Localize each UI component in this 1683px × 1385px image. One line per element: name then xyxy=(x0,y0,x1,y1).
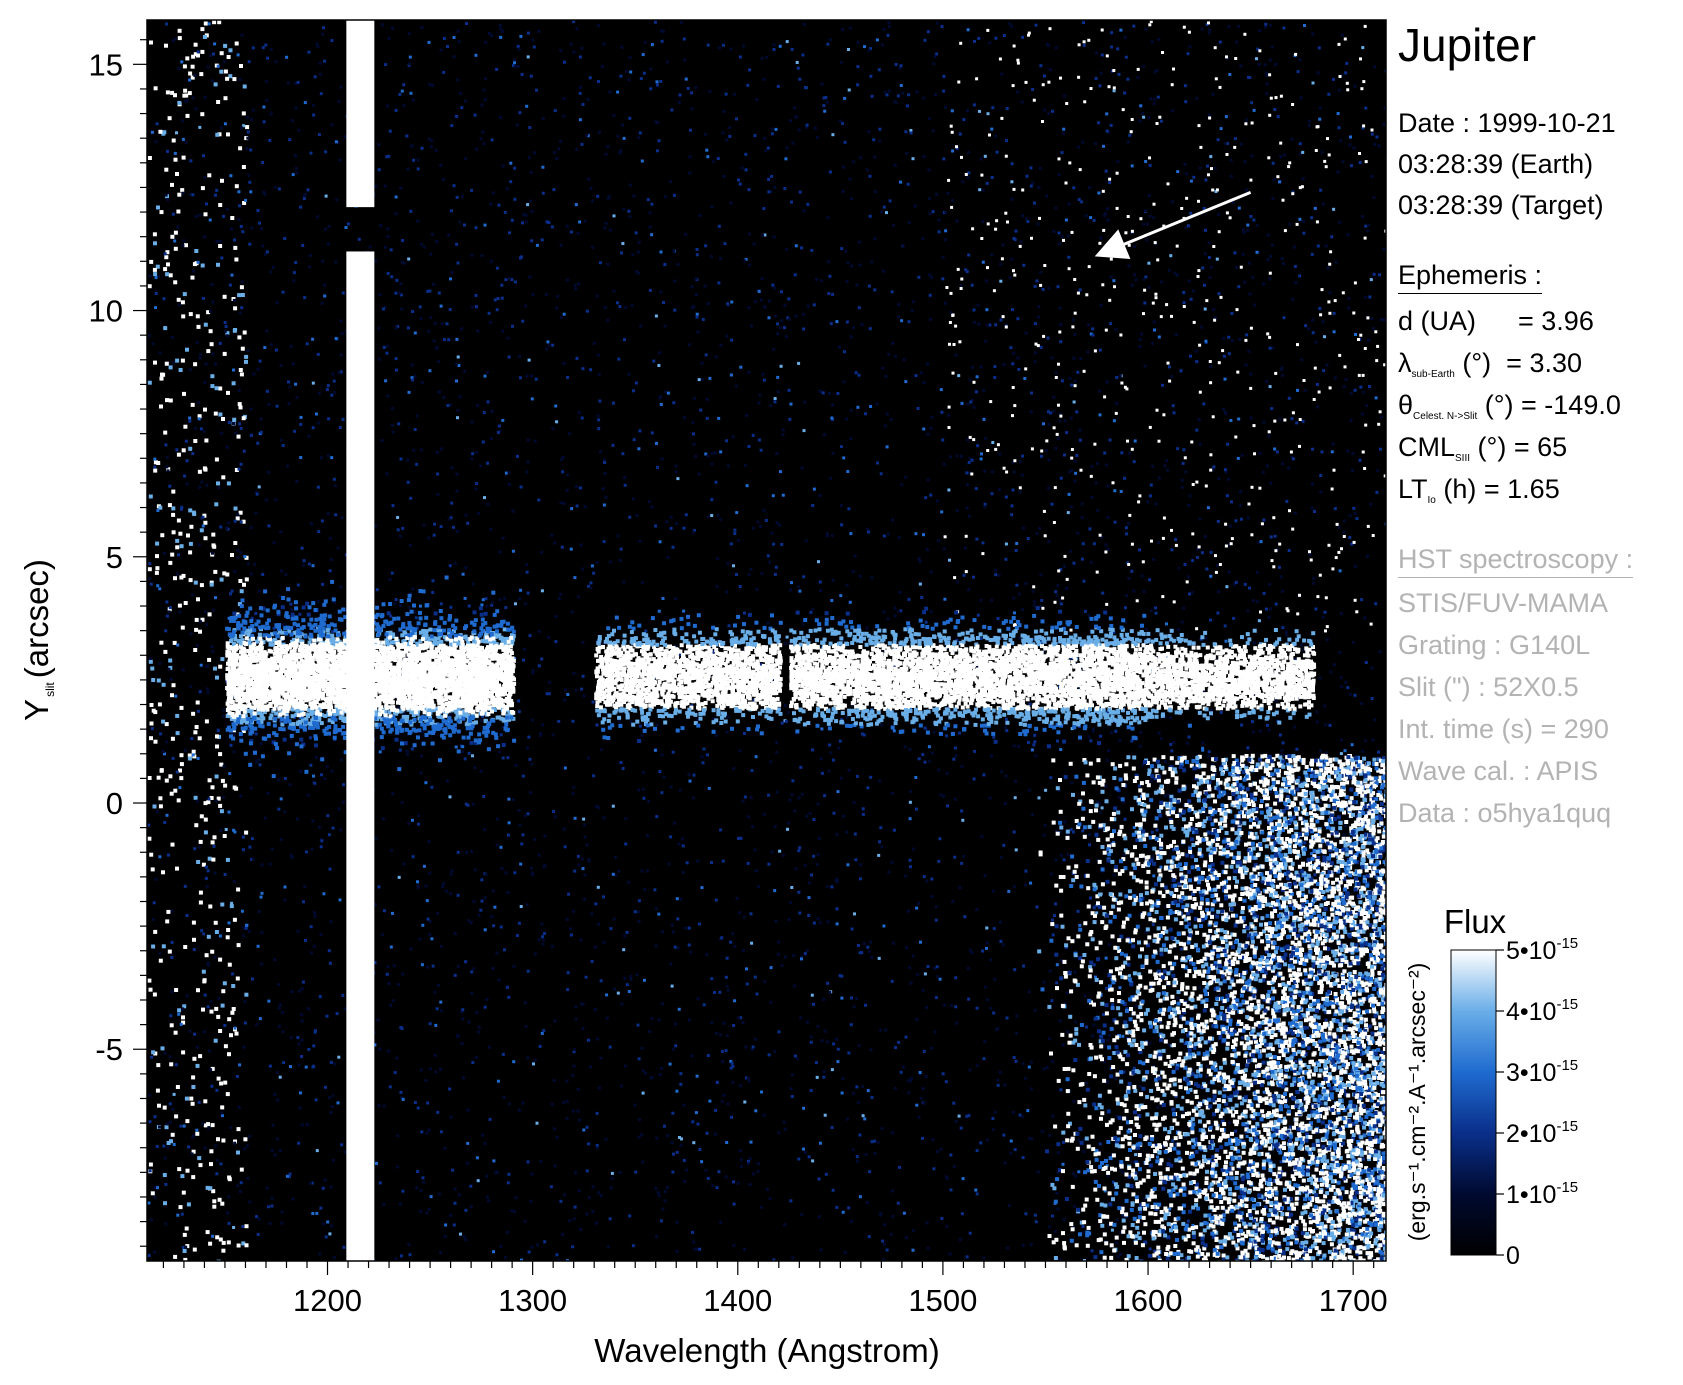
colorbar-tick-label: 2•10-15 xyxy=(1506,1118,1578,1148)
chart-title: Jupiter xyxy=(1398,22,1536,68)
colorbar-tick-label: 3•10-15 xyxy=(1506,1057,1578,1087)
lambda-row: λsub-Earth (°) = 3.30 xyxy=(1398,350,1582,380)
ephemeris-heading: Ephemeris : xyxy=(1398,260,1543,294)
arrow-head xyxy=(1094,229,1131,260)
plot-frame xyxy=(146,19,1387,1262)
colorbar-tick-label: 4•10-15 xyxy=(1506,996,1578,1026)
colorbar-unit-label: (erg.s⁻¹.cm⁻².A⁻¹.arcsec⁻²) xyxy=(1404,963,1430,1242)
local-time-row: LTIo (h) = 1.65 xyxy=(1398,476,1560,506)
colorbar-tick-label: 0 xyxy=(1506,1242,1520,1270)
y-axis: 15 10 5 0 -5 xyxy=(89,39,147,1247)
colorbar-title: Flux xyxy=(1444,903,1507,940)
y-tick-label: 5 xyxy=(106,540,123,575)
emission-features xyxy=(346,20,375,1261)
y-axis-label: Yslit(arcsec) xyxy=(18,559,57,721)
x-tick-label: 1300 xyxy=(498,1283,567,1318)
dataset-id: Data : o5hya1quq xyxy=(1398,800,1611,827)
y-tick-label: 10 xyxy=(89,294,123,329)
y-tick-label: 15 xyxy=(89,47,123,82)
distance-row: d (UA) = 3.96 xyxy=(1398,308,1594,335)
x-tick-label: 1400 xyxy=(703,1283,772,1318)
noise-pixels xyxy=(147,20,1386,1261)
colorbar-tick-label: 5•10-15 xyxy=(1506,935,1578,965)
observation-date: Date : 1999-10-21 xyxy=(1398,110,1616,137)
y-tick-label: 0 xyxy=(106,786,123,821)
x-tick-label: 1200 xyxy=(293,1283,362,1318)
x-axis: 1200 1300 1400 1500 1600 1700 xyxy=(162,1261,1388,1318)
x-tick-label: 1600 xyxy=(1114,1283,1183,1318)
lyman-alpha-stripe-upper xyxy=(346,20,375,208)
target-time: 03:28:39 (Target) xyxy=(1398,192,1604,219)
theta-row: θCelest. N->Slit (°) = -149.0 xyxy=(1398,392,1621,422)
grating: Grating : G140L xyxy=(1398,632,1590,659)
x-tick-label: 1500 xyxy=(908,1283,977,1318)
cml-row: CMLSIII (°) = 65 xyxy=(1398,434,1567,464)
earth-time: 03:28:39 (Earth) xyxy=(1398,151,1593,178)
colorbar-ticks: 0 1•10-15 2•10-15 3•10-15 4•10-15 5•10-15 xyxy=(1496,935,1578,1270)
slit: Slit (") : 52X0.5 xyxy=(1398,674,1579,701)
integration-time: Int. time (s) = 290 xyxy=(1398,716,1609,743)
annotation-arrow xyxy=(1094,190,1252,260)
lyman-alpha-stripe-lower xyxy=(346,251,375,1261)
wave-calibration: Wave cal. : APIS xyxy=(1398,758,1598,785)
x-axis-label: Wavelength (Angstrom) xyxy=(594,1332,939,1369)
instrument: STIS/FUV-MAMA xyxy=(1398,590,1608,617)
x-tick-label: 1700 xyxy=(1319,1283,1388,1318)
hst-heading: HST spectroscopy : xyxy=(1398,544,1634,578)
y-tick-label: -5 xyxy=(95,1032,123,1067)
colorbar xyxy=(1450,949,1497,1256)
arrow-shaft xyxy=(1105,190,1252,254)
colorbar-tick-label: 1•10-15 xyxy=(1506,1179,1578,1209)
